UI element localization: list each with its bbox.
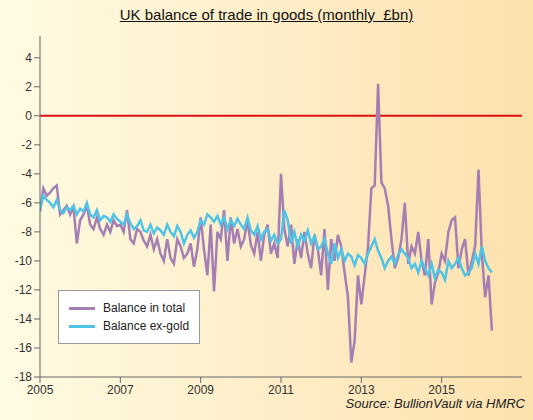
svg-text:2015: 2015: [428, 383, 455, 397]
svg-text:4: 4: [25, 51, 32, 65]
svg-text:-2: -2: [21, 138, 32, 152]
svg-text:2009: 2009: [187, 383, 214, 397]
html-text:Source: BullionVault via HMRC: Source: BullionVault via HMRC: [345, 396, 525, 411]
html-text:Balance in total: Balance in total: [103, 301, 186, 315]
svg-text:-8: -8: [21, 225, 32, 239]
svg-text:-6: -6: [21, 196, 32, 210]
svg-text:2007: 2007: [107, 383, 134, 397]
svg-text:-18: -18: [15, 370, 33, 384]
svg-text:-14: -14: [15, 312, 33, 326]
svg-text:2013: 2013: [348, 383, 375, 397]
svg-text:2: 2: [25, 80, 32, 94]
svg-text:-10: -10: [15, 254, 33, 268]
svg-text:-4: -4: [21, 167, 32, 181]
html-text:Balance ex-gold: Balance ex-gold: [103, 319, 190, 333]
svg-text:-12: -12: [15, 283, 33, 297]
html-text:UK balance of trade in goods (: UK balance of trade in goods (monthly £b…: [119, 6, 414, 23]
svg-text:-16: -16: [15, 341, 33, 355]
svg-text:2005: 2005: [27, 383, 54, 397]
svg-text:0: 0: [25, 109, 32, 123]
svg-text:2011: 2011: [268, 383, 294, 397]
